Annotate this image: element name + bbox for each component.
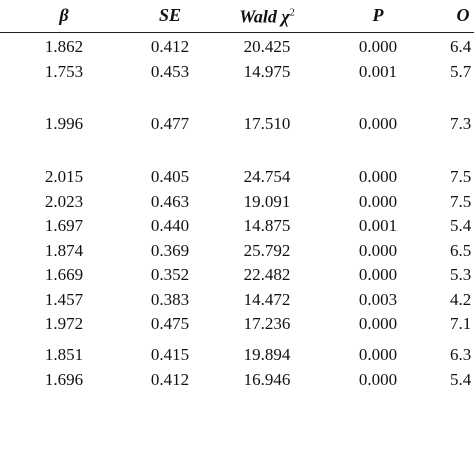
data-cell: 5.4 [450, 369, 472, 389]
data-cell: 7.3 [450, 114, 472, 133]
data-cell: 0.000 [358, 167, 398, 186]
data-cell: 20.425 [243, 37, 291, 56]
header-cell: SE [158, 5, 182, 25]
data-cell: 0.000 [358, 37, 398, 56]
data-cell: 1.457 [44, 289, 84, 309]
data-cell: 1.697 [44, 216, 84, 235]
data-cell: 14.472 [243, 289, 291, 309]
data-cell: 17.510 [243, 114, 291, 133]
data-cell: 0.453 [150, 61, 190, 81]
data-cell: 6.4 [450, 37, 472, 56]
data-cell: 1.996 [44, 114, 84, 133]
data-cell: 0.477 [150, 114, 190, 133]
data-cell: 5.4 [450, 216, 472, 235]
data-cell: 17.236 [243, 314, 291, 333]
data-cell: 2.015 [44, 167, 84, 186]
data-cell: 0.383 [150, 289, 190, 309]
data-cell: 0.000 [358, 369, 398, 389]
data-cell: 19.894 [243, 345, 291, 364]
data-cell: 4.2 [450, 289, 472, 309]
data-cell: 6.3 [450, 345, 472, 364]
data-cell: 6.5 [450, 240, 472, 260]
header-cell: Wald χ2 [239, 4, 295, 27]
data-cell: 7.5 [450, 191, 472, 211]
data-cell: 0.405 [150, 167, 190, 186]
data-cell: 16.946 [243, 369, 291, 389]
data-cell: 5.3 [450, 265, 472, 284]
data-cell: 0.415 [150, 345, 190, 364]
data-cell: 1.753 [44, 61, 84, 81]
data-cell: 0.001 [358, 216, 398, 235]
data-cell: 1.874 [44, 240, 84, 260]
data-cell: 22.482 [243, 265, 291, 284]
data-cell: 0.000 [358, 114, 398, 133]
data-cell: 1.696 [44, 369, 84, 389]
header-cell: β [59, 5, 69, 25]
data-cell: 0.369 [150, 240, 190, 260]
data-cell: 0.412 [150, 369, 190, 389]
data-cell: 5.7 [450, 61, 472, 81]
data-cell: 24.754 [243, 167, 291, 186]
data-cell: 1.972 [44, 314, 84, 333]
header-text: Wald [239, 6, 277, 27]
data-cell: 0.000 [358, 240, 398, 260]
header-rule [0, 32, 474, 34]
header-cell: O [456, 5, 470, 25]
data-cell: 7.5 [450, 167, 472, 186]
data-cell: 14.975 [243, 61, 291, 81]
data-cell: 0.003 [358, 289, 398, 309]
data-cell: 1.851 [44, 345, 84, 364]
data-cell: 0.000 [358, 314, 398, 333]
data-cell: 2.023 [44, 191, 84, 211]
data-cell: 25.792 [243, 240, 291, 260]
header-symbol: χ [281, 6, 290, 27]
data-cell: 0.000 [358, 191, 398, 211]
header-superscript: 2 [289, 7, 295, 19]
data-cell: 0.352 [150, 265, 190, 284]
data-cell: 0.440 [150, 216, 190, 235]
data-cell: 19.091 [243, 191, 291, 211]
data-cell: 14.875 [243, 216, 291, 235]
data-cell: 0.000 [358, 265, 398, 284]
data-cell: 0.412 [150, 37, 190, 56]
data-cell: 0.000 [358, 345, 398, 364]
data-cell: 0.001 [358, 61, 398, 81]
data-cell: 0.463 [150, 191, 190, 211]
data-cell: 1.862 [44, 37, 84, 56]
data-cell: 7.1 [450, 314, 472, 333]
data-cell: 0.475 [150, 314, 190, 333]
data-cell: 1.669 [44, 265, 84, 284]
header-cell: P [372, 5, 384, 25]
